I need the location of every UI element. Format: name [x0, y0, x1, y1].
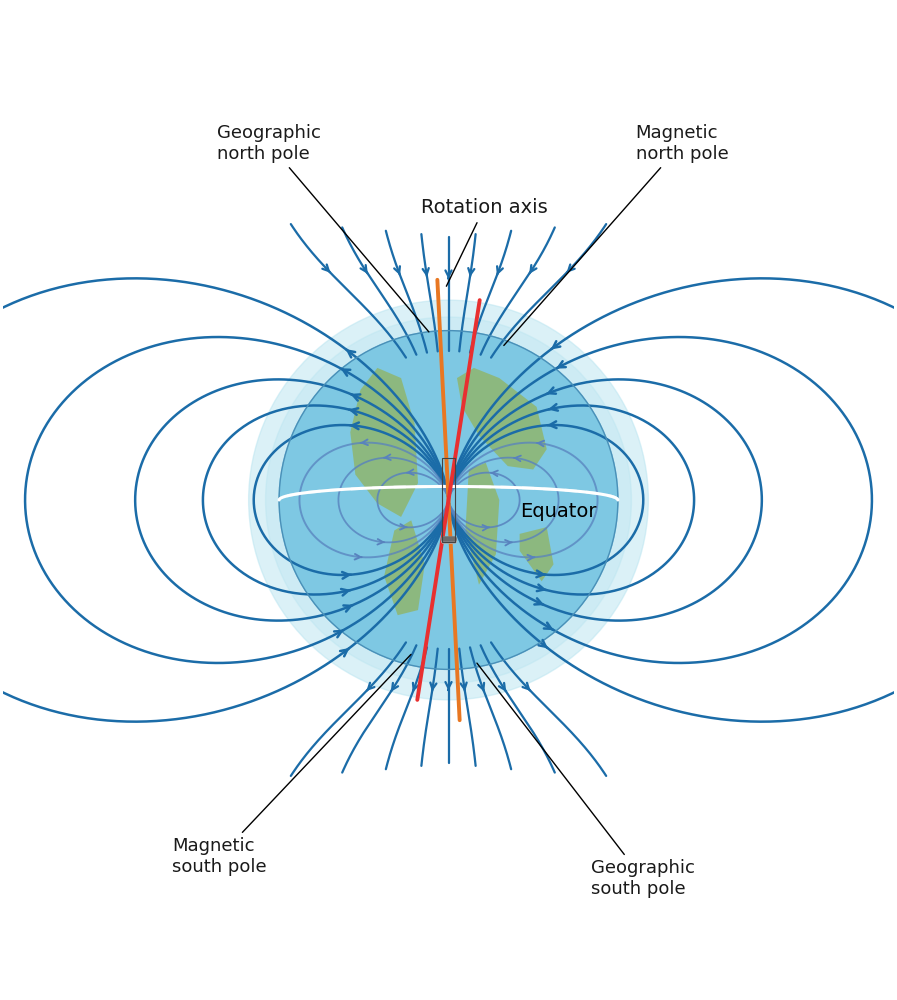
Text: Magnetic
south pole: Magnetic south pole [172, 654, 411, 876]
Bar [442, 539, 455, 542]
PathPatch shape [457, 368, 547, 470]
Bar [442, 538, 455, 541]
Bar [442, 537, 455, 540]
Text: Geographic
south pole: Geographic south pole [477, 663, 695, 898]
Bar [442, 538, 455, 541]
Bar [442, 539, 455, 541]
Bar [442, 540, 455, 542]
Bar [442, 537, 455, 540]
Bar [442, 539, 455, 542]
Bar [442, 539, 455, 542]
PathPatch shape [519, 527, 553, 581]
Bar [442, 539, 455, 542]
Circle shape [279, 331, 618, 669]
Bar [442, 538, 455, 541]
Bar [442, 458, 455, 542]
PathPatch shape [384, 520, 425, 615]
Bar [442, 539, 455, 542]
Bar [442, 539, 455, 542]
Bar [442, 537, 455, 540]
Bar [442, 538, 455, 541]
Bar [442, 539, 455, 542]
Bar [442, 539, 455, 541]
Bar [442, 538, 455, 541]
Bar [442, 538, 455, 541]
Bar [442, 538, 455, 541]
PathPatch shape [350, 368, 418, 517]
Circle shape [266, 317, 631, 683]
Bar [442, 538, 455, 541]
Text: Geographic
north pole: Geographic north pole [217, 124, 429, 332]
PathPatch shape [466, 463, 500, 585]
Text: Rotation axis: Rotation axis [421, 198, 547, 286]
Circle shape [248, 300, 649, 700]
Text: Magnetic
north pole: Magnetic north pole [504, 124, 728, 345]
Bar [442, 537, 455, 540]
Bar [442, 538, 455, 540]
Bar [442, 537, 455, 540]
Bar [442, 539, 455, 542]
Bar [442, 537, 455, 540]
Bar [442, 537, 455, 540]
Text: Equator: Equator [519, 502, 597, 521]
Bar [442, 538, 455, 541]
Bar [442, 538, 455, 540]
Bar [442, 537, 455, 540]
